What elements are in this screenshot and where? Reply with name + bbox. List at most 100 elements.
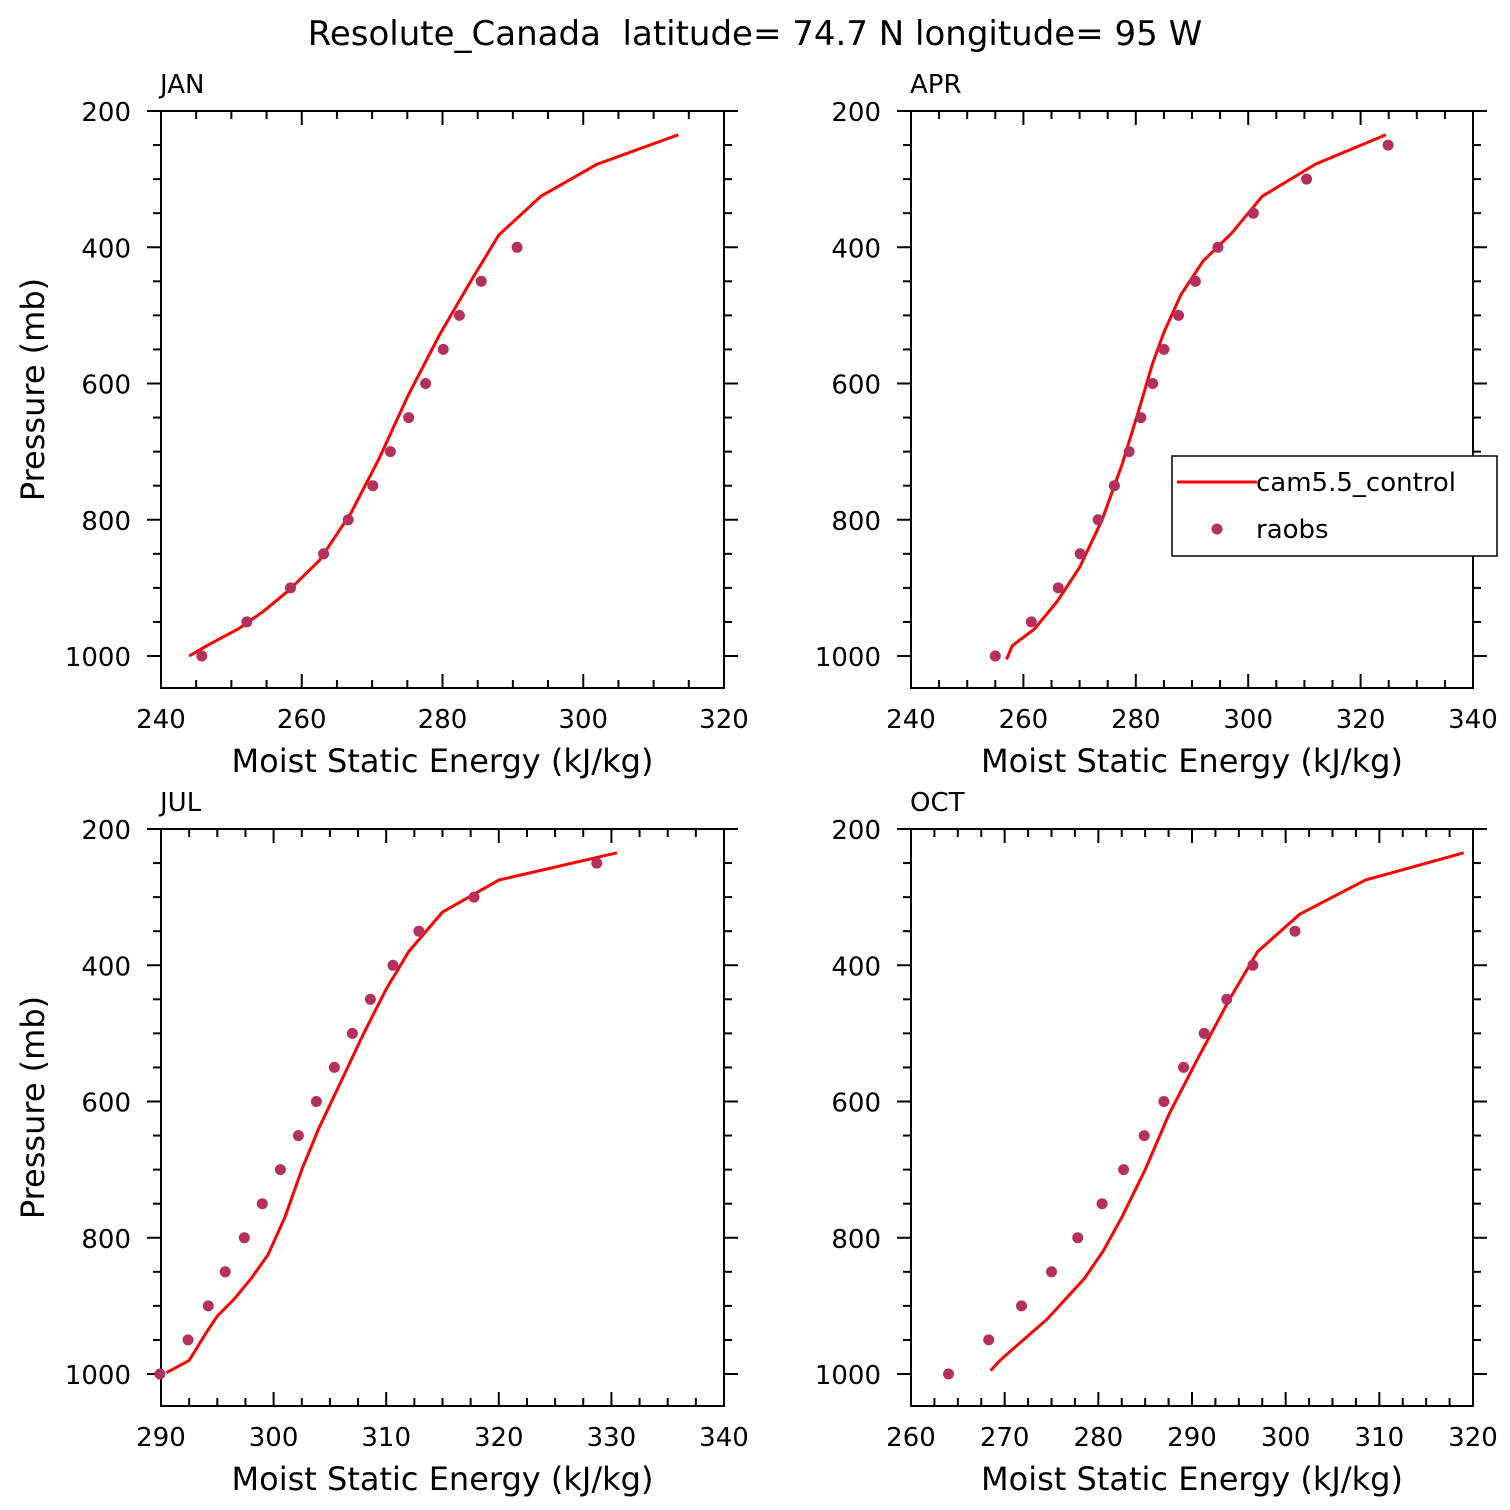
data-point-raobs: [475, 275, 487, 287]
y-tick-label: 1000: [815, 643, 881, 673]
data-point-raobs: [591, 857, 603, 869]
y-axis-label: Pressure (mb): [14, 278, 52, 501]
data-point-raobs: [328, 1061, 340, 1073]
data-point-raobs: [256, 1198, 268, 1210]
x-tick-label: 260: [277, 705, 327, 735]
x-tick-label: 320: [699, 705, 749, 735]
data-point-raobs: [241, 616, 253, 628]
x-tick-label: 270: [980, 1423, 1030, 1453]
legend: cam5.5_control raobs: [1171, 455, 1498, 557]
series-line-model: [165, 851, 618, 1374]
data-point-raobs: [468, 891, 480, 903]
data-point-raobs: [154, 1368, 166, 1380]
data-point-raobs: [182, 1334, 194, 1346]
series-line-model: [188, 133, 679, 658]
panel-label: JAN: [158, 70, 204, 100]
x-tick-label: 300: [1261, 1423, 1311, 1453]
y-tick-label: 200: [81, 816, 131, 846]
data-point-raobs: [413, 925, 425, 937]
data-point-raobs: [943, 1368, 954, 1380]
legend-box: [1171, 455, 1498, 557]
data-point-raobs: [292, 1130, 304, 1142]
data-point-raobs: [384, 446, 396, 458]
x-tick-label: 320: [1448, 1423, 1498, 1453]
x-tick-label: 310: [1355, 1423, 1405, 1453]
data-point-raobs: [1147, 378, 1159, 389]
data-point-raobs: [1189, 275, 1201, 287]
legend-model-label: cam5.5_control: [1256, 468, 1456, 498]
y-tick-label: 800: [81, 1225, 131, 1255]
y-tick-label: 200: [831, 816, 881, 846]
x-tick-label: 300: [558, 705, 608, 735]
data-point-raobs: [1072, 1232, 1084, 1244]
x-tick-label: 330: [587, 1423, 637, 1453]
data-point-raobs: [1198, 1027, 1210, 1039]
x-tick-label: 310: [361, 1423, 411, 1453]
x-tick-label: 290: [1167, 1423, 1217, 1453]
y-tick-label: 400: [831, 234, 881, 264]
y-tick-label: 200: [81, 98, 131, 128]
plot-frame: [910, 110, 1474, 689]
data-point-raobs: [403, 412, 415, 424]
y-tick-label: 1000: [65, 1361, 131, 1391]
data-point-raobs: [1158, 343, 1170, 355]
panel-jan: 240 260 280 300 320 200 400 600 800 1000 JAN Moist …: [14, 70, 749, 780]
data-point-raobs: [1178, 1061, 1190, 1073]
data-point-raobs: [1173, 309, 1184, 321]
x-axis-label: Moist Static Energy (kJ/kg): [232, 742, 654, 780]
panel-apr: 240 260 280 300 320 340 200 400 600 800 1000 APR Moi…: [815, 70, 1498, 780]
panel-label: JUL: [158, 788, 202, 818]
data-point-raobs: [274, 1164, 286, 1176]
legend-obs-label: raobs: [1256, 515, 1329, 545]
data-point-raobs: [1092, 514, 1104, 526]
data-point-raobs: [318, 548, 330, 560]
data-point-raobs: [1074, 548, 1086, 560]
x-tick-label: 240: [136, 705, 186, 735]
y-tick-label: 400: [81, 952, 131, 982]
data-point-raobs: [1212, 241, 1224, 253]
y-tick-label: 400: [81, 234, 131, 264]
data-point-raobs: [437, 343, 449, 355]
y-tick-label: 800: [81, 507, 131, 537]
y-tick-label: 400: [831, 952, 881, 982]
data-point-raobs: [1289, 925, 1301, 937]
x-tick-label: 260: [886, 1423, 936, 1453]
y-tick-label: 800: [831, 507, 881, 537]
x-tick-label: 280: [1074, 1423, 1124, 1453]
y-tick-label: 200: [831, 98, 881, 128]
x-tick-label: 280: [1111, 705, 1161, 735]
y-tick-label: 600: [81, 371, 131, 401]
y-tick-label: 600: [831, 371, 881, 401]
data-point-raobs: [1052, 582, 1064, 594]
data-point-raobs: [342, 514, 354, 526]
plot-frame: [160, 828, 725, 1407]
x-tick-label: 300: [249, 1423, 299, 1453]
data-point-raobs: [1221, 993, 1233, 1005]
data-point-raobs: [1382, 139, 1394, 151]
data-point-raobs: [1138, 1130, 1150, 1142]
panels: 240 260 280 300 320 200 400 600 800 1000 JAN Moist …: [14, 70, 1498, 1498]
x-axis-label: Moist Static Energy (kJ/kg): [981, 742, 1403, 780]
data-point-raobs: [238, 1232, 250, 1244]
x-tick-label: 320: [474, 1423, 524, 1453]
figure-title: Resolute_Canada latitude= 74.7 N longitu…: [308, 14, 1202, 54]
y-tick-label: 800: [831, 1225, 881, 1255]
series-line-model: [989, 851, 1465, 1372]
data-point-raobs: [1108, 480, 1120, 492]
x-tick-label: 300: [1223, 705, 1273, 735]
x-tick-label: 340: [1448, 705, 1498, 735]
data-point-raobs: [1301, 173, 1313, 185]
plot-frame: [160, 110, 725, 689]
data-point-raobs: [285, 582, 296, 594]
data-point-raobs: [196, 650, 208, 662]
x-axis-label: Moist Static Energy (kJ/kg): [232, 1460, 654, 1498]
y-tick-label: 600: [81, 1089, 131, 1119]
data-point-raobs: [989, 650, 1001, 662]
x-tick-label: 280: [418, 705, 468, 735]
data-point-raobs: [1123, 446, 1135, 458]
data-point-raobs: [387, 959, 399, 971]
x-tick-label: 290: [136, 1423, 186, 1453]
plot-frame: [910, 828, 1474, 1407]
data-point-raobs: [1247, 959, 1259, 971]
